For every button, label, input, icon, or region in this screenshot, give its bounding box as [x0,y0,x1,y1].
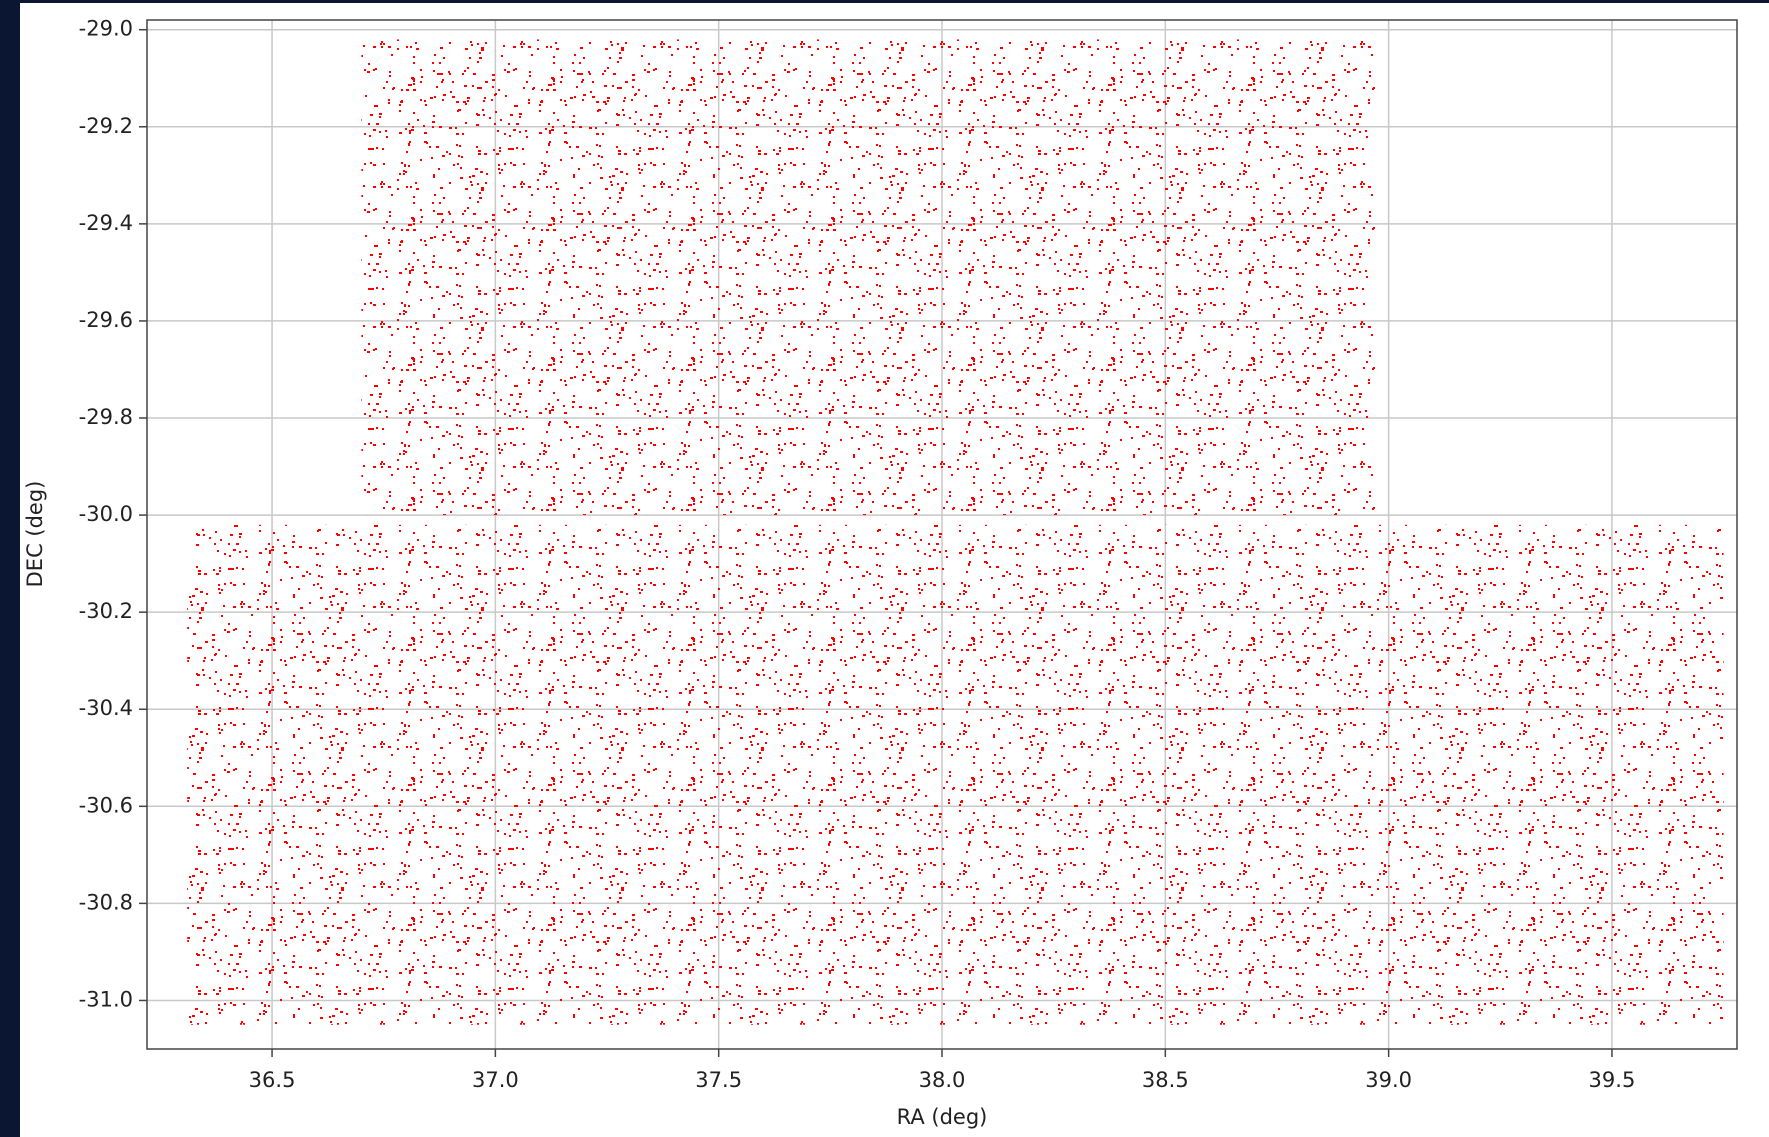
x-tick-label: 37.0 [472,1068,519,1092]
x-tick-label: 38.0 [919,1068,966,1092]
y-tick-label: -30.2 [79,599,133,623]
y-tick-label: -29.6 [79,308,133,332]
x-tick-label: 38.5 [1142,1068,1189,1092]
x-tick-label: 39.5 [1589,1068,1636,1092]
plot-frame [146,19,1738,1050]
y-tick-label: -29.8 [79,405,133,429]
x-tick-label: 37.5 [695,1068,742,1092]
point-cloud [187,524,1724,1025]
y-tick-label: -29.4 [79,211,133,235]
y-tick-label: -30.6 [79,793,133,817]
x-tick-label: 39.0 [1365,1068,1412,1092]
x-axis-label: RA (deg) [897,1105,988,1129]
y-tick-label: -30.0 [79,502,133,526]
y-tick-label: -30.4 [79,696,133,720]
y-tick-label: -29.2 [79,114,133,138]
y-tick-label: -31.0 [79,987,133,1011]
y-tick-label: -30.8 [79,890,133,914]
y-tick-label: -29.0 [79,17,133,41]
y-axis-label: DEC (deg) [23,481,47,588]
point-cloud [361,39,1376,516]
x-tick-label: 36.5 [249,1068,296,1092]
